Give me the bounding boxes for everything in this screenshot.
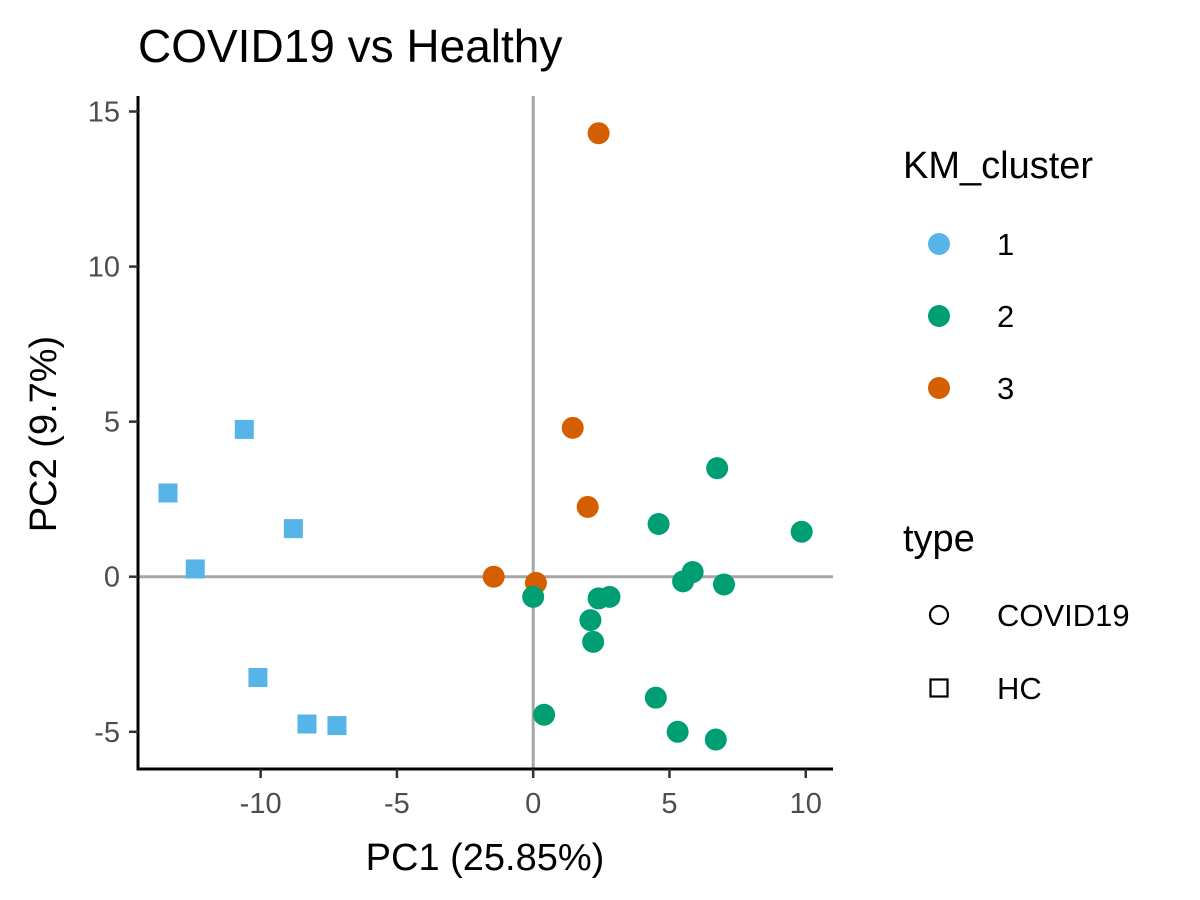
axes: -10 -5 0 5 10 -5 0 5 10 15 xyxy=(88,96,833,820)
x-tick-label-3: 5 xyxy=(661,788,677,820)
legend-key-cluster-3 xyxy=(928,377,950,399)
legend-label-cluster-2: 2 xyxy=(997,299,1014,334)
data-point-covid19-13 xyxy=(790,520,813,543)
x-axis-title: PC1 (25.85%) xyxy=(366,837,605,879)
legend-key-cluster-1 xyxy=(928,233,950,255)
y-tick-label-1: 0 xyxy=(104,562,120,594)
data-point-covid19-17 xyxy=(712,573,735,596)
data-point-hc-1 xyxy=(234,419,254,439)
data-point-covid19-16 xyxy=(672,570,695,593)
legend-label-cluster-3: 3 xyxy=(997,371,1014,406)
legend-title-type: type xyxy=(903,518,975,560)
data-point-hc-6 xyxy=(327,716,347,736)
x-tick-label-0: -10 xyxy=(240,788,282,820)
data-point-covid19-20 xyxy=(598,585,621,608)
legend-label-cluster-1: 1 xyxy=(997,227,1014,262)
x-tick-label-1: -5 xyxy=(384,788,410,820)
legend-key-shape-hc xyxy=(929,678,949,698)
legend-key-shape-covid19 xyxy=(928,604,950,626)
data-point-hc-0 xyxy=(158,483,178,503)
y-tick-label-0: -5 xyxy=(94,717,120,749)
data-point-hc-5 xyxy=(297,714,317,734)
data-point-covid19-24 xyxy=(644,686,667,709)
data-point-covid19-12 xyxy=(706,457,729,480)
data-point-hc-4 xyxy=(248,668,268,688)
legend: KM_cluster 1 2 3 type COVID19 HC xyxy=(903,145,1130,706)
data-point-covid19-21 xyxy=(579,609,602,632)
data-point-covid19-18 xyxy=(522,585,545,608)
data-point-covid19-22 xyxy=(582,630,605,653)
data-point-covid19-10 xyxy=(482,565,505,588)
legend-label-type-hc: HC xyxy=(997,671,1042,706)
data-point-hc-3 xyxy=(185,559,205,579)
y-tick-label-4: 15 xyxy=(88,97,120,129)
data-point-hc-2 xyxy=(283,519,303,539)
data-point-covid19-7 xyxy=(587,122,610,145)
data-point-covid19-25 xyxy=(666,720,689,743)
legend-label-type-covid19: COVID19 xyxy=(997,598,1130,633)
legend-title-km-cluster: KM_cluster xyxy=(903,145,1093,187)
data-point-covid19-26 xyxy=(704,728,727,751)
x-tick-label-2: 0 xyxy=(525,788,541,820)
chart-title: COVID19 vs Healthy xyxy=(138,20,562,72)
data-point-covid19-14 xyxy=(647,512,670,535)
y-tick-label-2: 5 xyxy=(104,407,120,439)
plot-area xyxy=(138,96,833,769)
y-axis-title: PC2 (9.7%) xyxy=(23,336,65,532)
legend-key-cluster-2 xyxy=(928,305,950,327)
y-tick-label-3: 10 xyxy=(88,252,120,284)
data-point-covid19-9 xyxy=(576,495,599,518)
x-tick-label-4: 10 xyxy=(790,788,822,820)
data-point-covid19-8 xyxy=(561,416,584,439)
data-point-covid19-23 xyxy=(533,703,556,726)
